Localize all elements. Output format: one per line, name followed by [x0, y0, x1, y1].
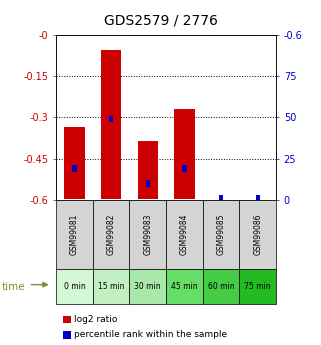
Bar	[182, 165, 187, 172]
Text: 60 min: 60 min	[208, 282, 234, 291]
Text: 75 min: 75 min	[244, 282, 271, 291]
Bar	[72, 165, 77, 172]
Text: log2 ratio: log2 ratio	[74, 315, 117, 324]
Text: time: time	[2, 282, 25, 292]
Text: GSM99085: GSM99085	[217, 214, 226, 255]
Bar	[93, 269, 129, 304]
Bar	[101, 50, 121, 199]
Bar	[56, 200, 93, 269]
Bar	[56, 269, 93, 304]
Text: GDS2579 / 2776: GDS2579 / 2776	[104, 14, 217, 28]
Bar	[219, 195, 223, 202]
Bar	[203, 200, 239, 269]
Bar	[256, 195, 260, 202]
Bar	[63, 331, 71, 339]
Bar	[239, 200, 276, 269]
Bar	[138, 141, 158, 199]
Text: GSM99086: GSM99086	[253, 214, 262, 255]
Text: GSM99082: GSM99082	[107, 214, 116, 255]
Bar	[65, 127, 84, 199]
Text: percentile rank within the sample: percentile rank within the sample	[74, 330, 227, 339]
Text: 45 min: 45 min	[171, 282, 198, 291]
Bar	[166, 269, 203, 304]
Text: GSM99084: GSM99084	[180, 214, 189, 255]
Bar	[63, 316, 71, 323]
Text: GSM99083: GSM99083	[143, 214, 152, 255]
Bar	[93, 200, 129, 269]
Text: 30 min: 30 min	[134, 282, 161, 291]
Text: GSM99081: GSM99081	[70, 214, 79, 255]
Text: 15 min: 15 min	[98, 282, 125, 291]
Bar	[203, 269, 239, 304]
Bar	[239, 269, 276, 304]
Bar	[129, 200, 166, 269]
Bar	[174, 109, 195, 199]
Bar	[146, 180, 150, 187]
Bar	[129, 269, 166, 304]
Text: 0 min: 0 min	[64, 282, 85, 291]
Bar	[166, 200, 203, 269]
Bar	[109, 116, 113, 122]
